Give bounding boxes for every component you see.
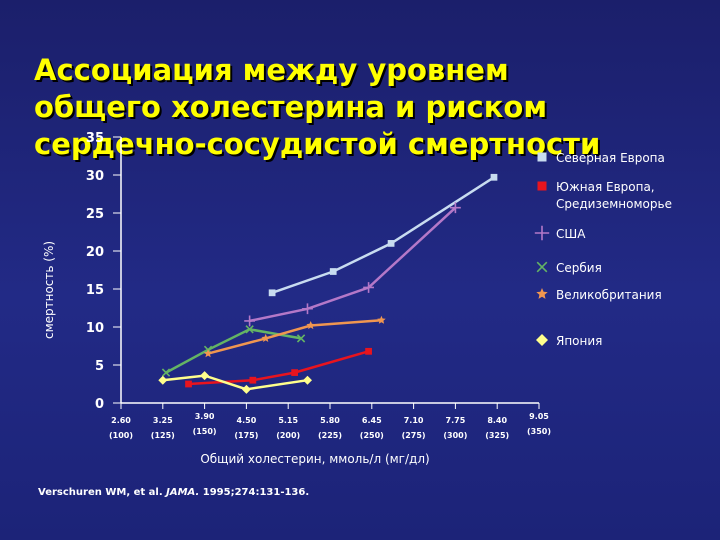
- x-tick-sublabel: (325): [485, 431, 509, 440]
- data-point-marker: [302, 303, 313, 315]
- data-point-marker: [377, 315, 386, 324]
- legend-item: Северная Европа: [537, 151, 665, 165]
- data-point-marker: [365, 347, 372, 355]
- data-point-marker: [203, 349, 213, 358]
- data-point-marker: [161, 368, 171, 377]
- x-tick-label: 7.75: [446, 416, 466, 425]
- legend-item: Южная Европа, Средиземноморье: [537, 180, 672, 211]
- legend-label: Северная Европа: [556, 151, 665, 165]
- legend-label: Великобритания: [556, 288, 662, 302]
- x-tick-sublabel: (150): [193, 427, 217, 436]
- legend-marker: [536, 261, 548, 273]
- x-tick-sublabel: (350): [527, 427, 551, 436]
- x-tick-label: 7.10: [404, 416, 424, 425]
- legend-label: Южная Европа, Средиземноморье: [556, 180, 672, 211]
- x-tick-sublabel: (100): [109, 431, 133, 440]
- x-tick-label: 8.40: [487, 416, 507, 425]
- legend-item: Япония: [536, 334, 602, 348]
- x-tick-sublabel: (125): [151, 431, 175, 440]
- data-point-marker: [490, 173, 498, 181]
- x-tick-label: 6.45: [362, 416, 382, 425]
- series-2: [185, 347, 372, 388]
- x-tick-label: 5.80: [320, 416, 340, 425]
- legend-marker: [537, 181, 547, 191]
- x-tick-label: 3.25: [153, 416, 173, 425]
- citation-authors: Verschuren WM, et al.: [38, 487, 163, 498]
- series-5: [203, 315, 386, 358]
- x-tick-label: 9.05: [529, 412, 549, 421]
- data-point-marker: [185, 380, 192, 388]
- legend-item: Великобритания: [536, 288, 662, 302]
- x-axis-title: Общий холестерин, ммоль/л (мг/дл): [200, 452, 429, 466]
- legend-label: Сербия: [556, 261, 602, 275]
- data-point-marker: [363, 282, 374, 293]
- data-point-marker: [249, 376, 257, 384]
- legend-item: Сербия: [536, 261, 602, 275]
- y-tick-label: 30: [86, 169, 104, 184]
- legend-label: Япония: [556, 334, 602, 348]
- series-1: [268, 173, 498, 297]
- series-line: [162, 374, 308, 391]
- series-lines: [158, 173, 498, 394]
- series-line: [271, 176, 495, 294]
- y-tick-label: 10: [86, 321, 104, 336]
- y-tick-label: 20: [86, 245, 104, 260]
- x-tick-sublabel: (175): [234, 431, 258, 440]
- data-point-marker: [302, 375, 312, 385]
- data-point-marker: [200, 371, 210, 381]
- series-line: [249, 206, 457, 323]
- legend-item: США: [534, 225, 586, 241]
- x-tick-label: 3.90: [195, 412, 215, 421]
- x-tick-label: 4.50: [237, 416, 257, 425]
- y-tick-label: 35: [86, 131, 104, 146]
- data-point-marker: [158, 375, 168, 385]
- x-tick-label: 5.15: [278, 416, 298, 425]
- legend-marker: [534, 225, 550, 241]
- series-3: [244, 202, 461, 327]
- x-tick-sublabel: (275): [402, 431, 426, 440]
- citation: Verschuren WM, et al. JAMA. 1995;274:131…: [38, 487, 309, 498]
- data-point-marker: [245, 325, 254, 334]
- y-tick-label: 15: [86, 283, 104, 298]
- data-point-marker: [241, 384, 251, 394]
- data-point-marker: [296, 334, 306, 343]
- legend-label: США: [556, 227, 586, 241]
- data-point-marker: [268, 289, 276, 297]
- data-point-marker: [450, 202, 461, 214]
- y-tick-label: 25: [86, 207, 104, 222]
- chart-axes: 0 5 10 15 20 25 30 35 2.60 (100) 3.25 (125) 3.90 (150…: [42, 131, 551, 466]
- data-point-marker: [244, 315, 256, 327]
- series-line: [207, 318, 382, 355]
- data-point-marker: [291, 369, 299, 376]
- legend-marker: [537, 152, 547, 162]
- x-tick-sublabel: (225): [318, 431, 342, 440]
- y-tick-label: 0: [95, 397, 104, 412]
- x-tick-sublabel: (250): [360, 431, 384, 440]
- y-tick-label: 5: [95, 359, 104, 374]
- y-axis-title: смертность (%): [42, 241, 56, 339]
- data-point-marker: [261, 333, 270, 342]
- data-point-marker: [306, 321, 315, 330]
- data-point-marker: [387, 240, 395, 247]
- x-tick-sublabel: (300): [443, 431, 467, 440]
- x-tick-sublabel: (200): [276, 431, 300, 440]
- citation-details: 1995;274:131-136.: [202, 487, 310, 498]
- series-line: [165, 327, 302, 374]
- series-6: [158, 371, 312, 394]
- data-point-marker: [329, 268, 337, 275]
- chart-legend: Северная Европа Южная Европа, Средиземномо…: [534, 151, 672, 348]
- legend-marker: [536, 288, 548, 299]
- slide-title: Ассоциация между уровнем общего холестер…: [34, 53, 601, 161]
- citation-journal: JAMA.: [166, 487, 200, 498]
- legend-marker: [536, 334, 548, 346]
- x-tick-label: 2.60: [111, 416, 131, 425]
